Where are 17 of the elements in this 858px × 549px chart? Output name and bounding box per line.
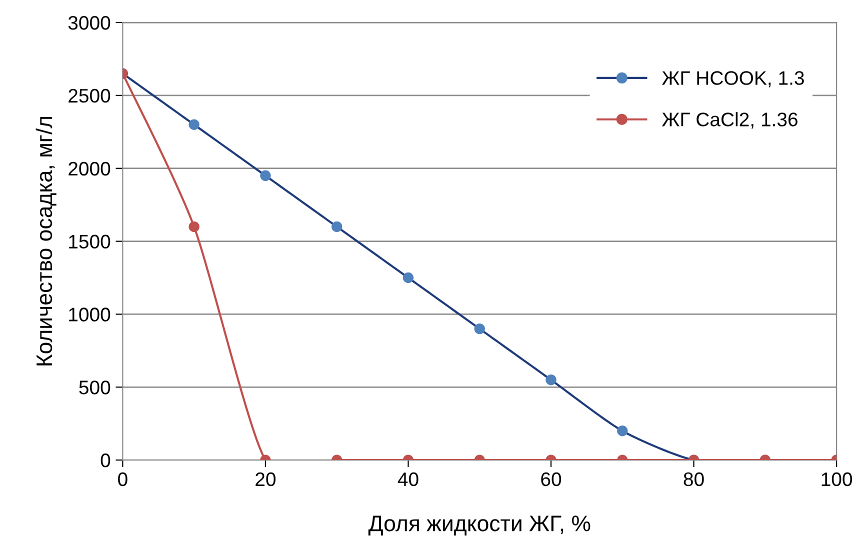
x-tick-label: 0 — [118, 472, 128, 486]
y-axis-title: Количество осадка, мг/л — [36, 116, 56, 366]
y-tick-label: 2000 — [68, 162, 110, 176]
y-tick-label: 1500 — [69, 234, 110, 249]
x-tick-label: 60 — [541, 472, 562, 486]
x-tick-label: 100 — [822, 472, 852, 486]
x-tick-label: 20 — [256, 472, 276, 486]
y-tick-label: 1000 — [69, 308, 110, 322]
x-axis-title: Доля жидкости ЖГ, % — [368, 516, 590, 536]
x-tick-label: 80 — [684, 472, 704, 486]
y-tick-label: 2500 — [68, 88, 110, 103]
legend-label: ЖГ CaCl2, 1.36 — [662, 112, 798, 129]
y-tick-label: 3000 — [68, 16, 110, 30]
legend-label: ЖГ HCOOK, 1.3 — [662, 71, 804, 88]
y-tick-label: 0 — [100, 454, 110, 468]
y-tick-label: 500 — [79, 380, 110, 394]
x-tick-label: 40 — [398, 472, 418, 486]
